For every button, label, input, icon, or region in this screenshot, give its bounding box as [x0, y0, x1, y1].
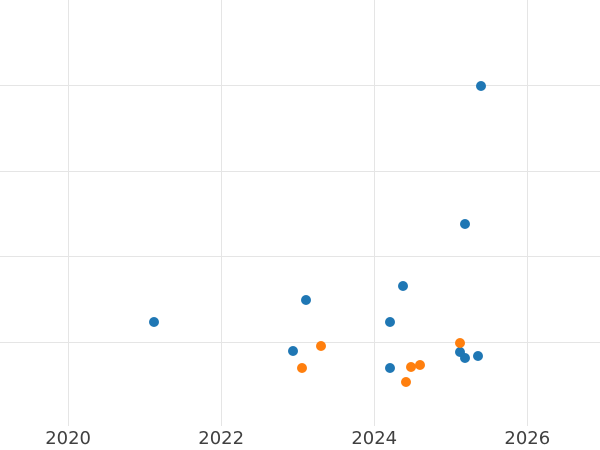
x-axis: 2020 2022 2024 2026 [0, 426, 600, 450]
data-point-blue-series [301, 295, 312, 306]
data-point-orange-series [296, 362, 307, 373]
vertical-gridline [67, 0, 69, 426]
plot-area [0, 0, 600, 426]
data-point-orange-series [401, 376, 412, 387]
horizontal-gridline [0, 341, 600, 343]
horizontal-gridline [0, 85, 600, 87]
data-point-blue-series [454, 346, 465, 357]
data-point-orange-series [316, 340, 327, 351]
vertical-gridline [220, 0, 222, 426]
data-point-blue-series [475, 80, 486, 91]
vertical-gridline [526, 0, 528, 426]
data-point-blue-series [459, 219, 470, 230]
data-point-blue-series [148, 316, 159, 327]
data-point-blue-series [397, 280, 408, 291]
x-tick-label: 2026 [504, 428, 551, 449]
data-point-blue-series [472, 350, 483, 361]
x-tick-label: 2022 [198, 428, 245, 449]
data-point-blue-series [385, 317, 396, 328]
data-point-orange-series [405, 361, 416, 372]
data-point-orange-series [454, 338, 465, 349]
x-tick-label: 2020 [45, 428, 92, 449]
data-point-blue-series [288, 345, 299, 356]
vertical-gridline [373, 0, 375, 426]
x-tick-label: 2024 [351, 428, 398, 449]
data-point-blue-series [384, 362, 395, 373]
horizontal-gridline [0, 170, 600, 172]
data-point-orange-series [415, 360, 426, 371]
data-point-blue-series [459, 352, 470, 363]
horizontal-gridline [0, 256, 600, 258]
